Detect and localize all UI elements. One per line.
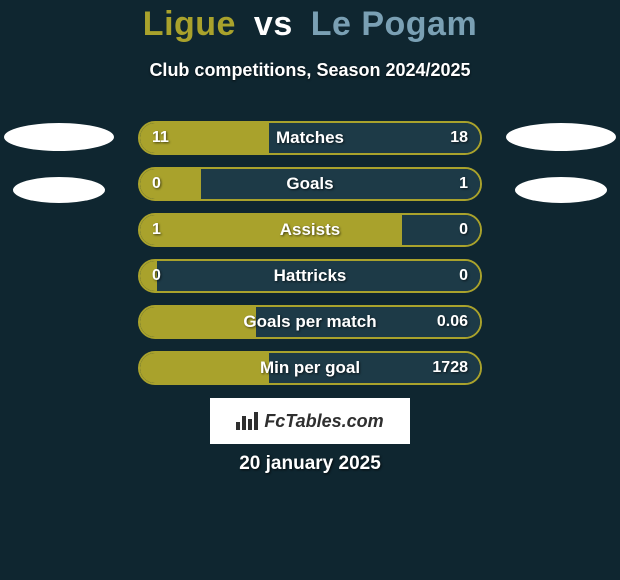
stat-left-fill — [140, 307, 256, 337]
fctables-badge: FcTables.com — [210, 398, 410, 444]
stat-left-fill — [140, 169, 201, 199]
stat-left-fill — [140, 261, 157, 291]
club-logo — [4, 123, 114, 151]
fctables-label: FcTables.com — [264, 411, 383, 432]
stat-row: Min per goal1728 — [138, 351, 482, 385]
player2-name: Le Pogam — [311, 5, 477, 43]
club-logo — [515, 177, 607, 203]
player1-name: Ligue — [143, 5, 236, 43]
date: 20 january 2025 — [0, 453, 620, 475]
logo-column-right — [506, 123, 616, 229]
stat-right-bg — [140, 261, 480, 291]
stat-row: Assists10 — [138, 213, 482, 247]
stat-row: Goals per match0.06 — [138, 305, 482, 339]
subtitle: Club competitions, Season 2024/2025 — [0, 60, 620, 81]
club-logo — [13, 177, 105, 203]
title-vs: vs — [254, 5, 293, 43]
stat-row: Goals01 — [138, 167, 482, 201]
stat-row: Hattricks00 — [138, 259, 482, 293]
logo-column-left — [4, 123, 114, 229]
bars-icon — [236, 412, 258, 430]
club-logo — [506, 123, 616, 151]
stat-left-fill — [140, 215, 402, 245]
stat-left-fill — [140, 123, 269, 153]
stats-bars: Matches1118 Goals01 Assists10 Hattricks00 Go… — [138, 121, 482, 397]
stat-left-fill — [140, 353, 269, 383]
page-title: Ligue vs Le Pogam — [0, 5, 620, 44]
stat-row: Matches1118 — [138, 121, 482, 155]
